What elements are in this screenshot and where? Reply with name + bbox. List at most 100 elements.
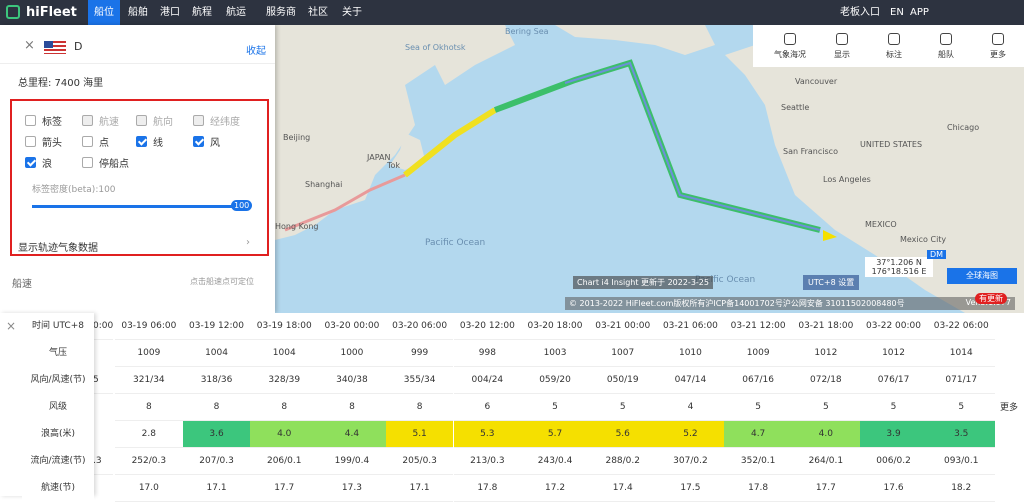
table-cell: 18.2 (927, 475, 996, 502)
option[interactable]: 箭头 (25, 134, 62, 149)
checkbox[interactable] (82, 157, 93, 168)
table-cell: 199/0.4 (318, 448, 386, 475)
table-cell: 17.6 (859, 475, 928, 502)
close-table[interactable]: × (6, 319, 17, 333)
ship-icon (823, 230, 837, 241)
nav-item[interactable]: 船位 (88, 0, 120, 25)
route-yellow (403, 107, 497, 178)
option[interactable]: 停船点 (82, 155, 129, 170)
update-badge[interactable]: 有更新 (975, 293, 1007, 304)
option[interactable]: 标签 (25, 113, 62, 128)
option-label: 航向 (153, 117, 173, 128)
table-cell: 17.7 (250, 475, 319, 502)
toolbar-icon (784, 33, 796, 45)
global-chart[interactable]: 全球海图 (947, 268, 1017, 284)
land-america (725, 25, 1024, 313)
table-cell: 17.2 (521, 475, 589, 502)
toolbar-button[interactable]: 更多 (973, 33, 1023, 60)
table-cell: 8 (182, 394, 251, 421)
row-label: 流向/流速(节) (22, 448, 94, 475)
side-panel: × D 收起 总里程: 7400 海里 标签 航速 航向 经纬度 箭头 点 线 风浪 停船点 标… (0, 25, 275, 313)
checkbox[interactable] (25, 136, 36, 147)
checkbox[interactable] (25, 157, 36, 168)
nav-item[interactable]: 航程 (192, 7, 212, 18)
checkbox[interactable] (25, 115, 36, 126)
option[interactable]: 浪 (25, 155, 52, 170)
option-label: 停船点 (99, 159, 129, 170)
table-cell: .3 (93, 448, 113, 475)
checkbox (193, 115, 204, 126)
table-cell: 1004 (182, 340, 251, 367)
logo[interactable]: hiFleet (26, 5, 77, 20)
table-cell: 1004 (250, 340, 319, 367)
utc-button[interactable]: UTC+8 设置 (803, 275, 860, 290)
option[interactable]: 点 (82, 134, 109, 149)
dm-button[interactable]: DM (927, 250, 947, 259)
speed-hint: 点击船速点可定位 (190, 277, 254, 286)
options-box (10, 99, 269, 256)
nav-item[interactable]: 社区 (308, 7, 328, 18)
column-header: 0:00 (93, 313, 113, 340)
table-cell: 206/0.1 (250, 448, 319, 475)
chevron: › (246, 237, 250, 248)
nav-right-item[interactable]: APP (910, 7, 929, 18)
option-label: 航速 (99, 117, 119, 128)
table-cell: 047/14 (656, 367, 725, 394)
nav-right-item[interactable]: 老板入口 (840, 7, 880, 18)
map-label: Los Angeles (823, 175, 871, 184)
table-cell: 207/0.3 (182, 448, 251, 475)
column-header: 03-20 00:00 (318, 313, 386, 340)
route-line (564, 61, 821, 231)
table-cell: 4.0 (250, 421, 319, 448)
checkbox[interactable] (193, 136, 204, 147)
option-label: 风 (210, 138, 220, 149)
toolbar-button[interactable]: 气象海况 (765, 33, 815, 60)
nav-item[interactable]: 船舶 (128, 7, 148, 18)
toolbar-button[interactable]: 船队 (921, 33, 971, 60)
collapse[interactable]: 收起 (246, 46, 266, 57)
toolbar-label: 气象海况 (774, 50, 806, 59)
table-cell: 5.3 (453, 421, 522, 448)
map-label: Hong Kong (275, 222, 319, 231)
more-link[interactable]: 更多 (1000, 403, 1019, 413)
table-cell: 072/18 (792, 367, 860, 394)
weather-link[interactable]: 显示轨迹气象数据 (18, 243, 98, 254)
map[interactable]: Bering Sea Sea of Okhotsk Beijing Shangh… (275, 25, 1024, 313)
column-header: 03-21 12:00 (724, 313, 792, 340)
slider-value[interactable]: 100 (231, 200, 253, 211)
table-cell: 1009 (115, 340, 183, 367)
nav-item[interactable]: 关于 (342, 7, 362, 18)
copyright: © 2013-2022 HiFleet.com版权所有沪ICP备14001702… (565, 297, 1015, 310)
row-label: 气压 (22, 340, 94, 367)
row-label: 浪高(米) (22, 421, 94, 448)
flag (44, 41, 66, 54)
table-cell: 4.0 (792, 421, 860, 448)
lat: 37°1.206 N (876, 258, 922, 267)
map-label: Mexico City (900, 235, 947, 244)
checkbox[interactable] (82, 136, 93, 147)
column-header: 03-21 18:00 (792, 313, 860, 340)
checkbox[interactable] (136, 136, 147, 147)
column-header: 03-19 18:00 (250, 313, 319, 340)
table-cell: 067/16 (724, 367, 792, 394)
table-cell: 17.4 (588, 475, 657, 502)
option[interactable]: 风 (193, 134, 220, 149)
toolbar-icon (992, 33, 1004, 45)
slider-track[interactable] (32, 205, 242, 208)
option-label: 线 (153, 138, 163, 149)
nav-right-item[interactable]: EN (890, 7, 904, 18)
table-cell: 355/34 (385, 367, 454, 394)
close-icon[interactable]: × (24, 38, 35, 53)
toolbar-button[interactable]: 显示 (817, 33, 867, 60)
nav-item[interactable]: 服务商 (266, 7, 296, 18)
column-header: 03-19 12:00 (182, 313, 251, 340)
column-header: 03-22 06:00 (927, 313, 996, 340)
table-cell: 352/0.1 (724, 448, 792, 475)
nav-item[interactable]: 港口 (160, 7, 180, 18)
logo-icon (6, 5, 20, 19)
toolbar-button[interactable]: 标注 (869, 33, 919, 60)
table-cell: 4.4 (318, 421, 386, 448)
land-japan (390, 133, 425, 170)
option[interactable]: 线 (136, 134, 163, 149)
nav-item[interactable]: 航运 (226, 7, 246, 18)
